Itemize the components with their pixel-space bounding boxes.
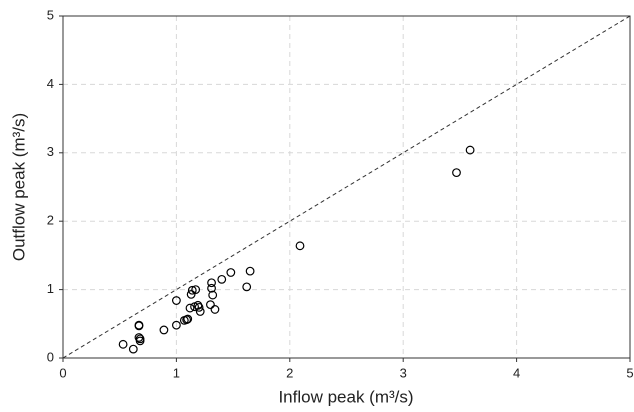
x-tick-label: 0 — [59, 365, 66, 380]
scatter-point — [135, 334, 145, 344]
scatter-point — [183, 314, 193, 324]
scatter-point — [195, 307, 205, 316]
y-tick-label: 2 — [47, 213, 54, 228]
scatter-point — [118, 339, 128, 349]
scatter-point — [159, 325, 169, 335]
scatter-point — [206, 300, 215, 310]
y-axis-title: Outflow peak (m³/s) — [9, 113, 28, 261]
scatter-point — [207, 283, 216, 293]
scatter-point — [242, 282, 252, 292]
x-axis-title: Inflow peak (m³/s) — [278, 387, 413, 406]
scatter-point — [134, 321, 144, 331]
scatter-point — [217, 274, 227, 284]
scatter-point — [226, 268, 236, 277]
scatter-point — [187, 285, 197, 295]
scatter-point — [171, 296, 181, 305]
x-tick-label: 4 — [513, 365, 520, 380]
identity-line — [62, 15, 631, 359]
scatter-point — [208, 290, 218, 300]
y-tick-label: 0 — [47, 349, 54, 364]
scatter-point — [128, 344, 138, 354]
x-tick-label: 2 — [286, 365, 293, 380]
scatter-point — [465, 145, 475, 155]
scatter-point — [207, 278, 216, 288]
scatter-point — [186, 289, 196, 299]
scatter-point — [171, 320, 181, 330]
x-tick-label: 3 — [400, 365, 407, 380]
x-tick-label: 5 — [626, 365, 633, 380]
scatter-point — [210, 305, 220, 314]
scatter-point — [295, 241, 305, 251]
scatter-point — [194, 302, 204, 312]
y-tick-label: 1 — [47, 281, 54, 296]
plot-frame — [62, 15, 631, 359]
y-tick-label: 3 — [47, 144, 54, 159]
scatter-point — [185, 303, 195, 313]
y-tick-label: 5 — [47, 7, 54, 22]
x-tick-label: 1 — [173, 365, 180, 380]
scatter-point — [193, 300, 203, 310]
scatter-point — [452, 168, 461, 178]
scatter-point — [245, 266, 255, 276]
scatter-point — [191, 285, 201, 295]
y-tick-label: 4 — [47, 76, 54, 91]
